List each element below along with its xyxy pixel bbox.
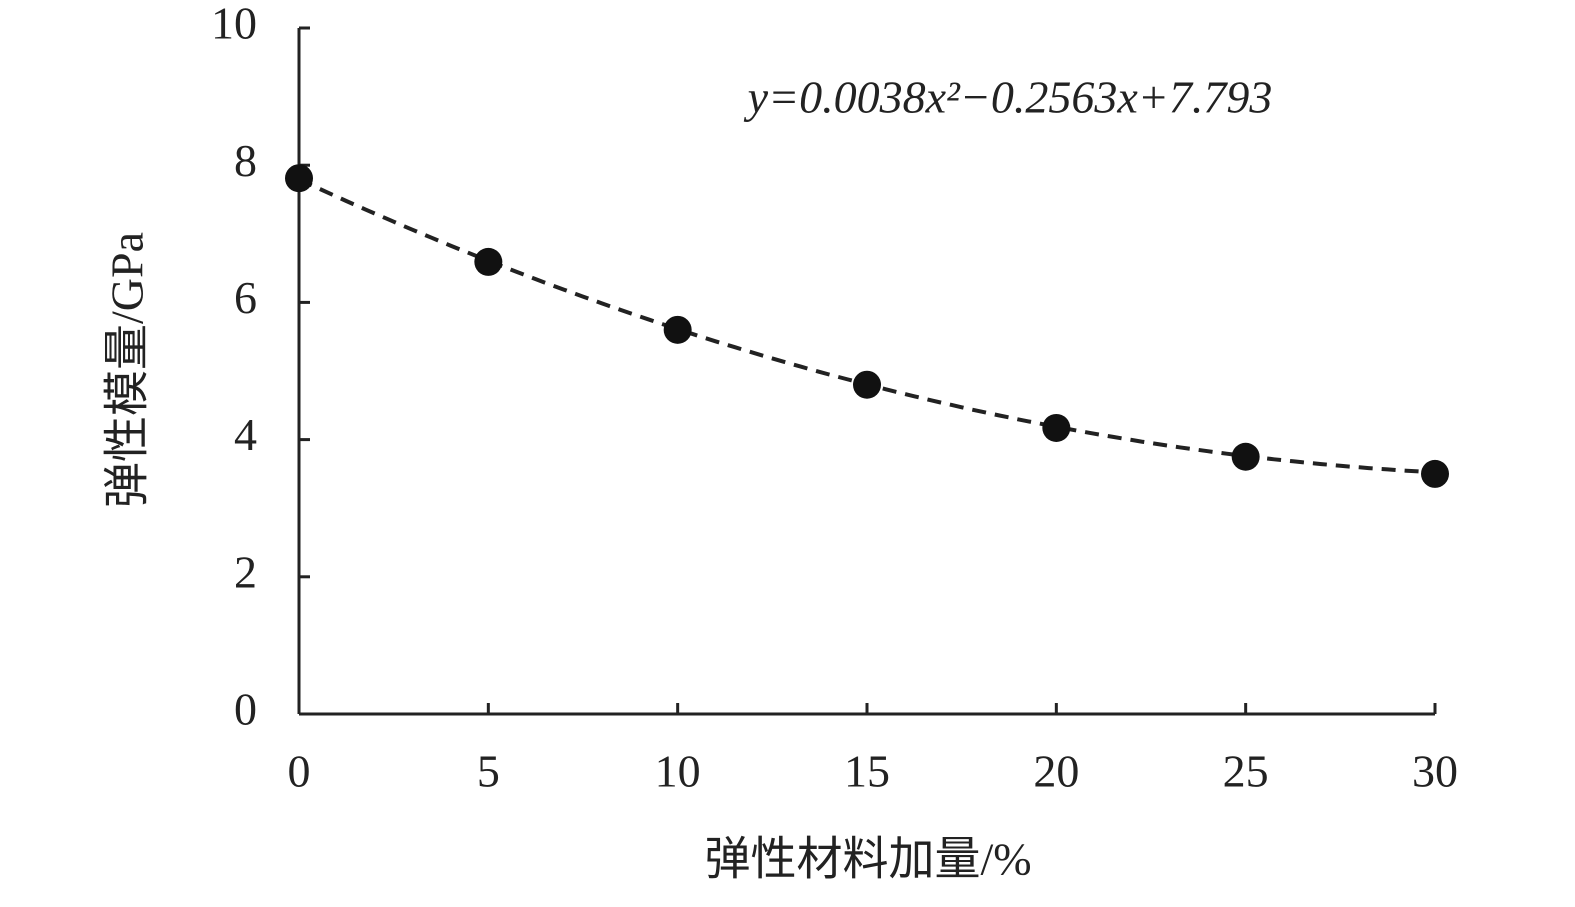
y-tick-label: 4 — [234, 409, 257, 460]
x-tick-label: 0 — [288, 746, 311, 797]
y-tick-label: 8 — [234, 135, 257, 186]
data-point — [1231, 442, 1260, 471]
x-tick-label: 25 — [1223, 746, 1269, 797]
x-tick-label: 10 — [655, 746, 701, 797]
x-tick-label: 5 — [477, 746, 500, 797]
x-tick-label: 15 — [844, 746, 890, 797]
equation-annotation: y=0.0038x²−0.2563x+7.793 — [744, 72, 1273, 123]
data-point — [1421, 459, 1449, 488]
x-tick-label: 30 — [1412, 746, 1458, 797]
y-tick-label: 6 — [234, 272, 257, 323]
data-point — [1042, 413, 1071, 442]
x-tick-label: 20 — [1033, 746, 1079, 797]
y-axis-label: 弹性模量/GPa — [102, 232, 153, 508]
x-axis-label: 弹性材料加量/% — [704, 834, 1031, 885]
y-tick-label: 0 — [234, 684, 257, 735]
data-point — [285, 164, 313, 193]
trendline — [298, 177, 1436, 475]
data-point — [474, 247, 503, 276]
y-tick-label: 2 — [234, 546, 257, 597]
data-point — [663, 315, 692, 344]
data-point — [853, 370, 881, 399]
y-tick-label: 10 — [211, 0, 257, 49]
